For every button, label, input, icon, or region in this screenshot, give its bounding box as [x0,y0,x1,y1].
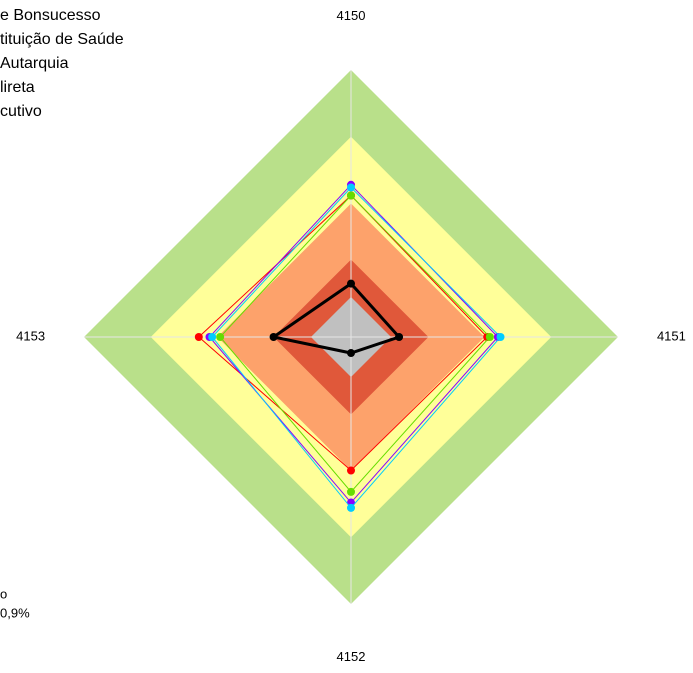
legend-label: tituição de Saúde [0,31,124,48]
legend-label: e Bonsucesso [0,7,101,24]
point [496,333,505,341]
point [347,279,355,288]
axis-label: 4153 [16,328,45,343]
note: 0,9% [0,605,30,620]
point [194,333,203,341]
point [216,333,225,341]
point [347,349,355,358]
axis-label: 4151 [657,328,686,343]
point [208,333,217,341]
point [347,503,355,512]
point [485,333,494,341]
point [347,191,355,200]
legend-label: cutivo [0,103,42,120]
note: o [0,586,7,601]
point [395,333,404,341]
axis-label: 4152 [337,649,366,664]
axis-label: 4150 [337,8,366,23]
point [269,333,278,341]
legend-label: Autarquia [0,55,69,72]
legend-label: lireta [0,79,35,96]
point [347,466,355,475]
point [347,487,355,496]
point [347,183,355,192]
